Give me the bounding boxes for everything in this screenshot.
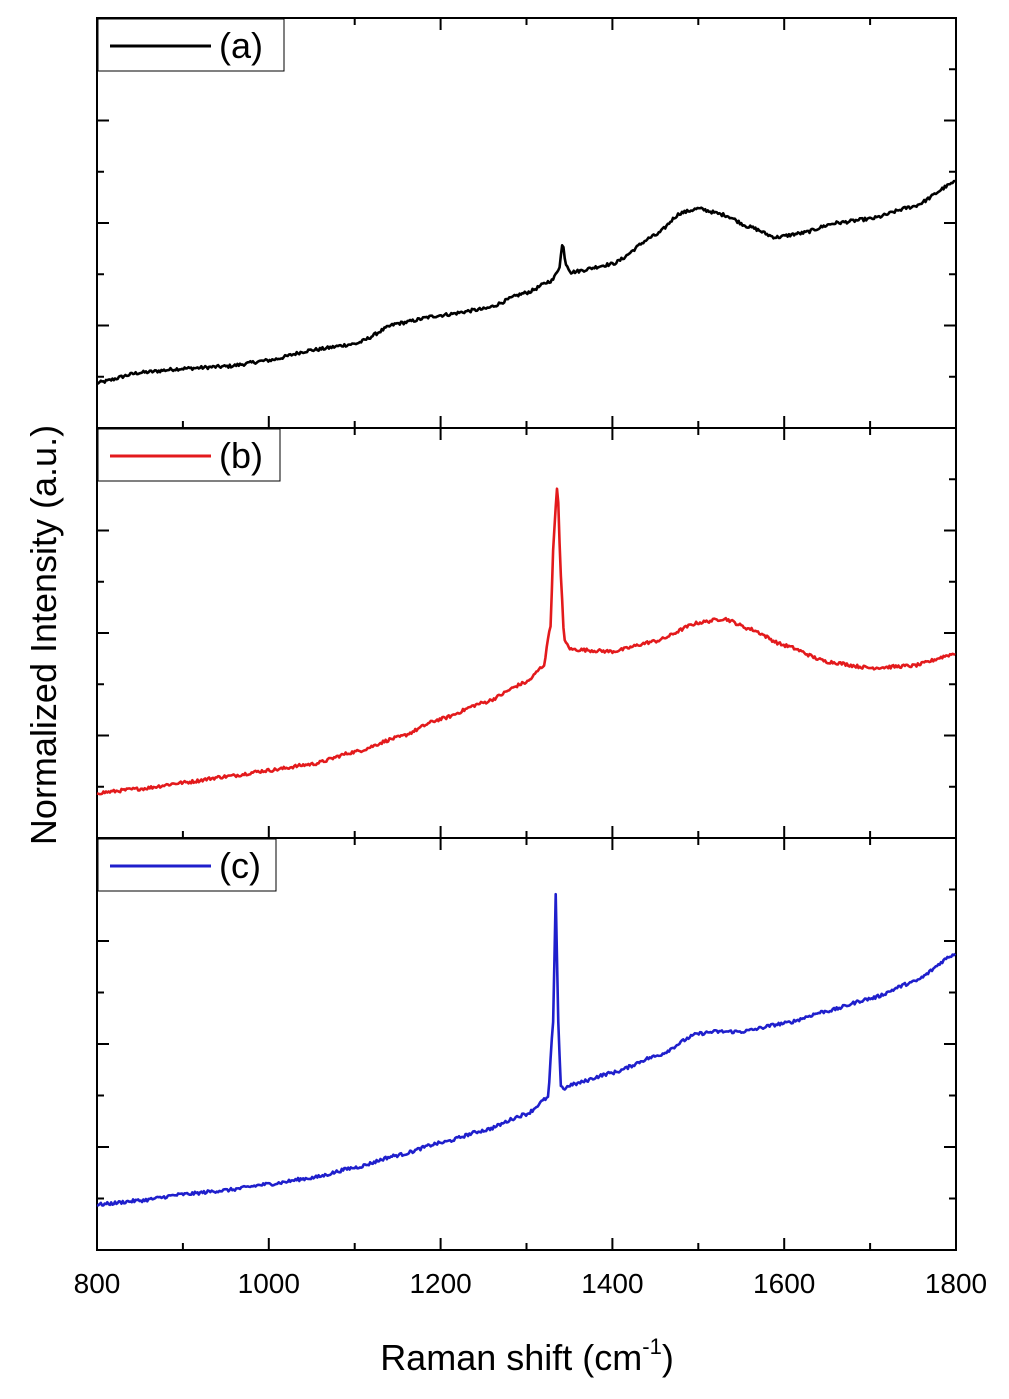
panel-b-spectrum-line (96, 487, 956, 796)
panel-a-legend-label: (a) (219, 25, 263, 66)
x-tick-label: 1600 (753, 1268, 815, 1299)
panels-group: (a) (b) (c) (96, 17, 957, 1251)
panel-b-legend-label: (b) (219, 435, 263, 476)
x-axis-title-superscript: -1 (642, 1334, 662, 1359)
x-tick-label: 1400 (581, 1268, 643, 1299)
x-tick-label: 800 (74, 1268, 121, 1299)
panel-c-legend-label: (c) (219, 845, 261, 886)
panel-a-spectrum-line (96, 179, 956, 385)
x-axis-title-text: Raman shift (cm (380, 1337, 642, 1378)
panel-a: (a) (96, 17, 957, 429)
x-tick-label: 1800 (925, 1268, 987, 1299)
panel-c: (c) (96, 837, 957, 1251)
panel-c-spectrum-line (96, 892, 957, 1207)
x-tick-label: 1000 (238, 1268, 300, 1299)
x-axis-title: Raman shift (cm-1) (380, 1334, 674, 1378)
y-axis-title: Normalized Intensity (a.u.) (23, 425, 64, 845)
x-axis-title-close: ) (662, 1337, 674, 1378)
x-tick-label: 1200 (409, 1268, 471, 1299)
x-axis: 800 1000 1200 1400 1600 1800 (74, 1268, 988, 1299)
panel-b: (b) (96, 427, 957, 839)
